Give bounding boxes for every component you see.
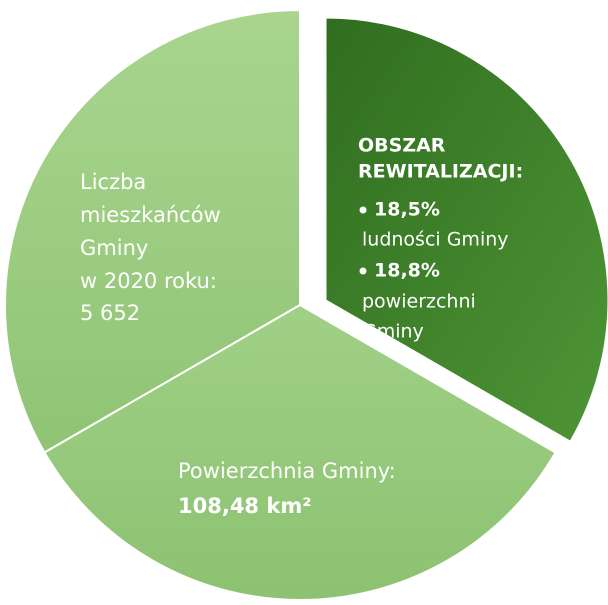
bullet-text: powierzchni xyxy=(362,291,476,313)
segment-left xyxy=(3,8,301,454)
left-text: mieszkańców xyxy=(80,203,221,227)
bullet-value: 18,8% xyxy=(374,260,440,282)
bullet-text: Gminy xyxy=(362,321,424,343)
bottom-value: 108,48 km² xyxy=(178,494,311,518)
left-text: Liczba xyxy=(80,170,146,194)
left-text: Gminy xyxy=(80,236,148,260)
left-text: w 2020 roku: xyxy=(80,269,217,293)
bullet xyxy=(359,206,367,214)
right-heading: OBSZAR xyxy=(358,135,446,157)
bullet xyxy=(359,267,367,275)
segment-right xyxy=(325,17,608,442)
bullet-value: 18,5% xyxy=(374,199,440,221)
right-heading: REWITALIZACJI: xyxy=(358,161,523,183)
bullet-text: ludności Gminy xyxy=(362,229,509,251)
segment-bottom xyxy=(43,303,557,602)
bottom-label: Powierzchnia Gminy: xyxy=(178,459,396,483)
left-text: 5 652 xyxy=(80,301,140,325)
